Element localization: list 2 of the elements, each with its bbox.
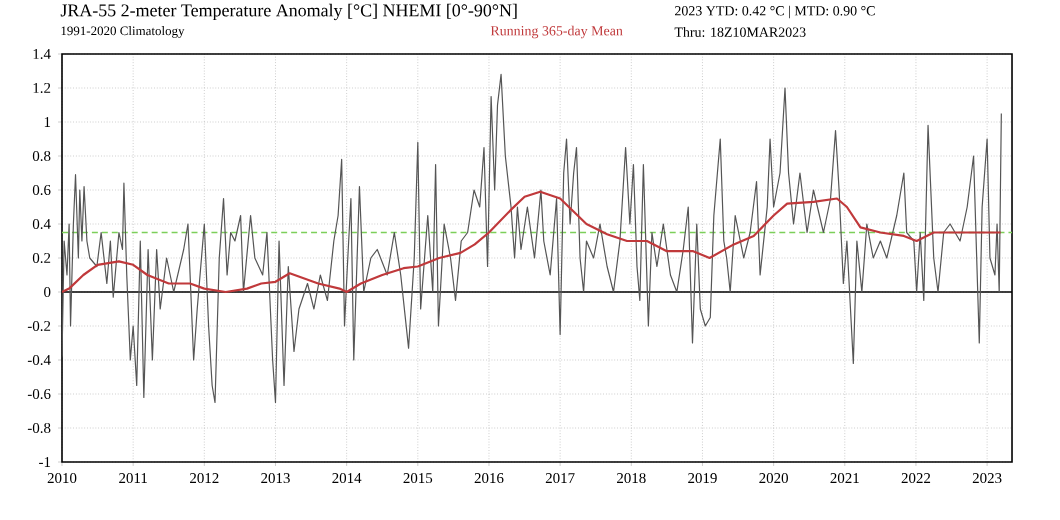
- chart-title: JRA-55 2-meter Temperature Anomaly [°C] NHEMI [0°-90°N]: [60, 3, 517, 21]
- line-series: [62, 73, 1002, 404]
